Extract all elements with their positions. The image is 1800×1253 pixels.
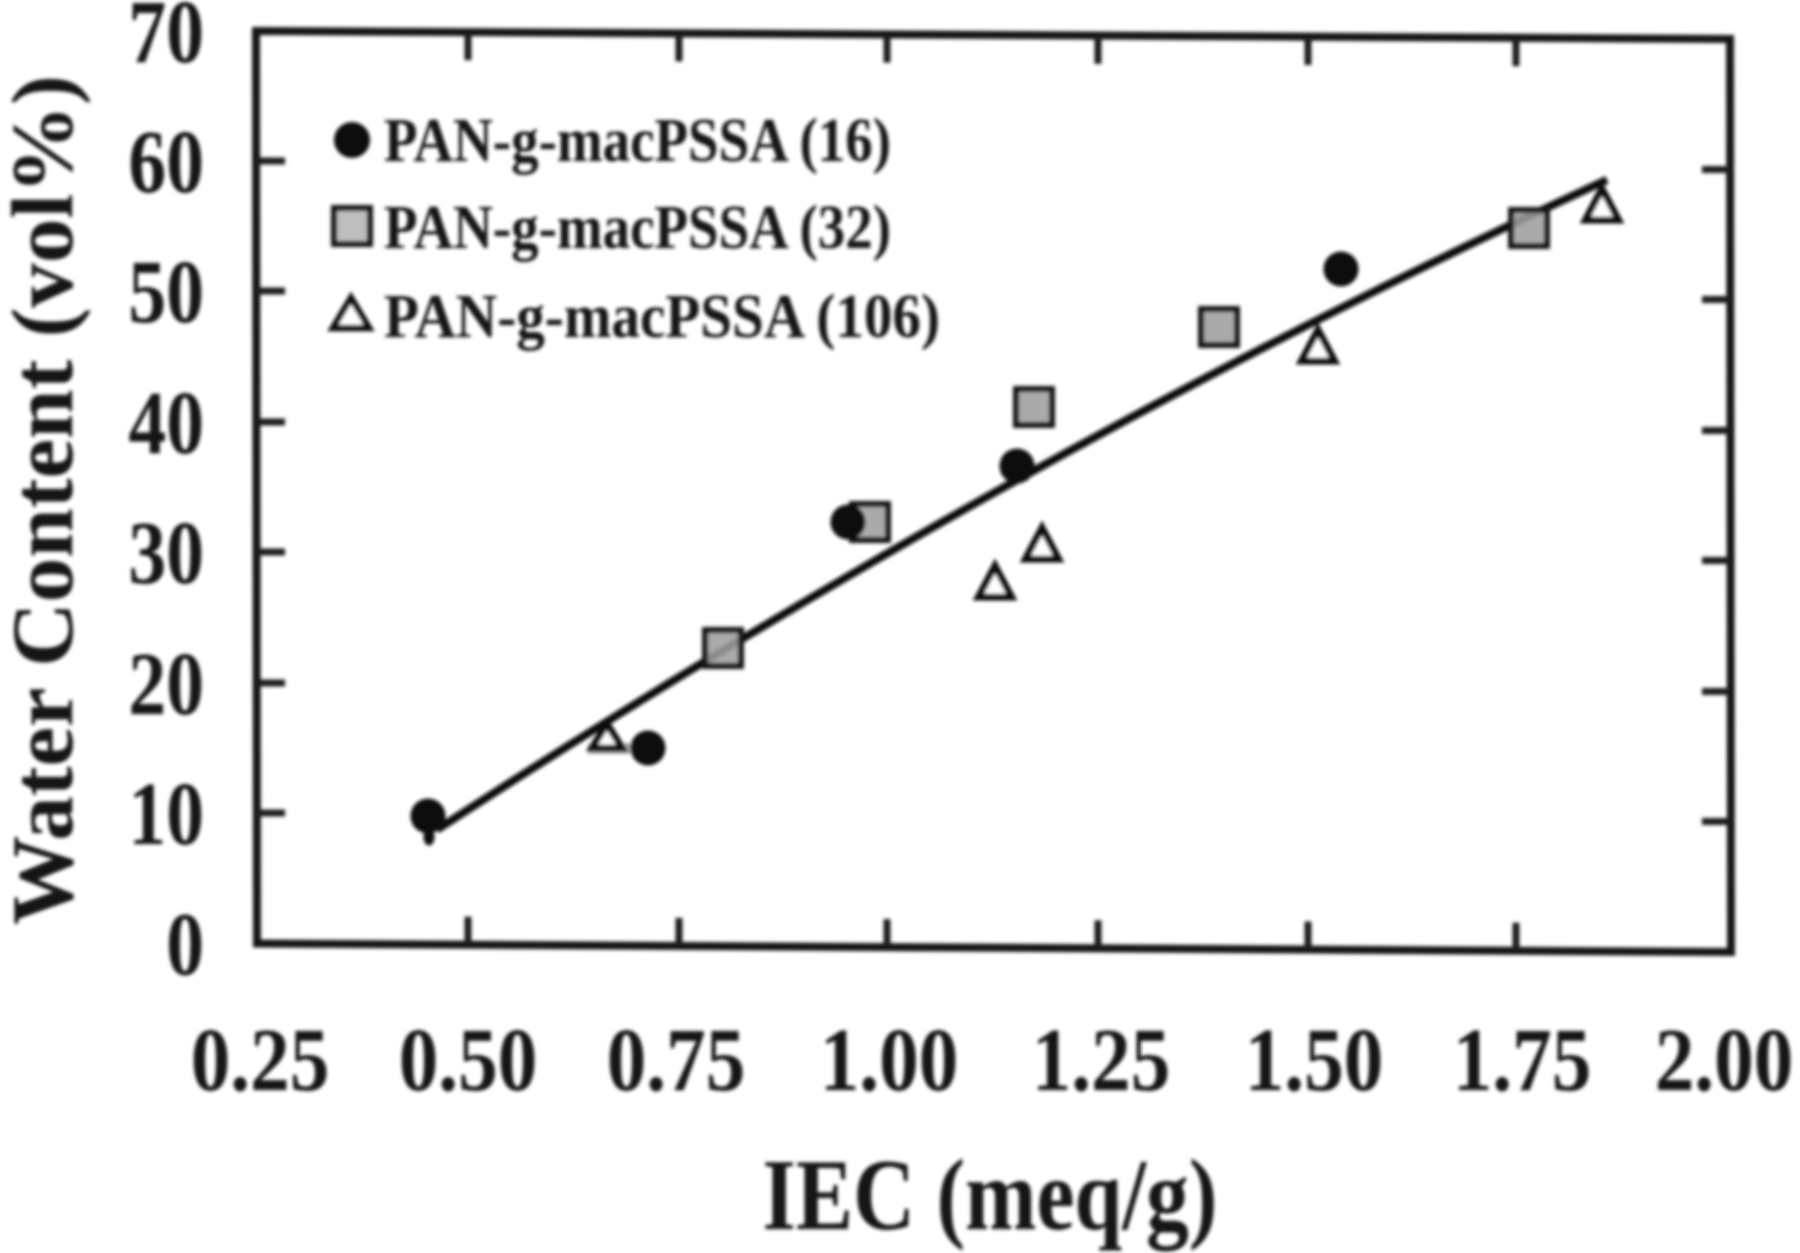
- svg-text:IEC (meq/g): IEC (meq/g): [763, 1139, 1218, 1252]
- svg-text:PAN-g-macPSSA (106): PAN-g-macPSSA (106): [384, 283, 940, 351]
- svg-text:30: 30: [128, 503, 204, 603]
- svg-text:0.75: 0.75: [607, 1010, 746, 1110]
- svg-text:2.00: 2.00: [1655, 1010, 1794, 1110]
- svg-text:20: 20: [128, 634, 204, 734]
- svg-text:10: 10: [128, 764, 204, 864]
- svg-text:1.25: 1.25: [1032, 1010, 1171, 1110]
- svg-text:40: 40: [128, 373, 204, 473]
- svg-text:1.50: 1.50: [1245, 1010, 1384, 1110]
- svg-text:1.75: 1.75: [1453, 1010, 1592, 1110]
- svg-text:Water Content (vol%): Water Content (vol%): [0, 75, 92, 925]
- svg-text:PAN-g-macPSSA (32): PAN-g-macPSSA (32): [384, 194, 891, 262]
- svg-text:0.50: 0.50: [399, 1010, 538, 1110]
- svg-text:0.25: 0.25: [191, 1010, 330, 1110]
- svg-text:50: 50: [128, 242, 204, 342]
- svg-text:0: 0: [166, 894, 204, 994]
- svg-text:60: 60: [128, 112, 204, 212]
- svg-text:PAN-g-macPSSA (16): PAN-g-macPSSA (16): [384, 107, 891, 175]
- svg-text:70: 70: [128, 0, 204, 81]
- svg-text:1.00: 1.00: [820, 1010, 959, 1110]
